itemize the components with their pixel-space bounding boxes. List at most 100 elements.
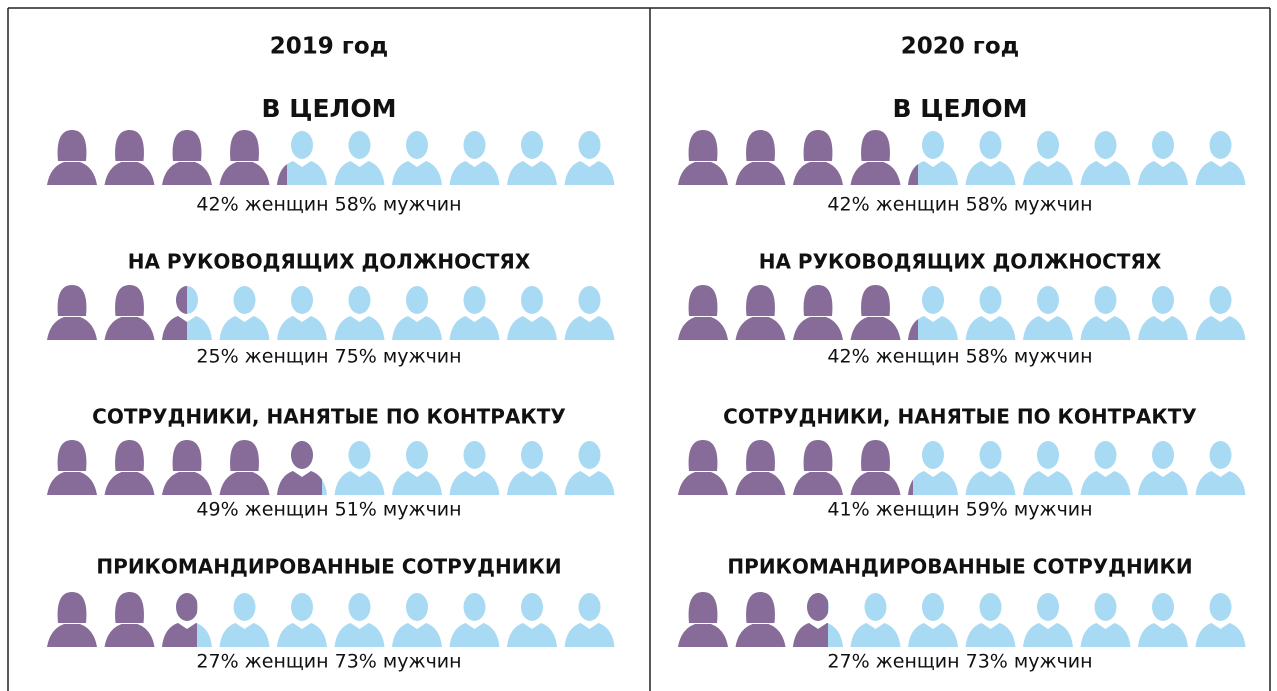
person-icon bbox=[277, 593, 327, 647]
row-label: СОТРУДНИКИ, НАНЯТЫЕ ПО КОНТРАКТУ bbox=[92, 405, 566, 429]
person-icon bbox=[47, 592, 97, 647]
row-label: НА РУКОВОДЯЩИХ ДОЛЖНОСТЯХ bbox=[128, 250, 531, 274]
man-icon bbox=[1195, 286, 1246, 340]
row-label: В ЦЕЛОМ bbox=[893, 94, 1028, 123]
man-icon bbox=[564, 286, 615, 340]
woman-icon bbox=[678, 592, 728, 647]
person-icon bbox=[678, 592, 728, 647]
woman-icon bbox=[104, 130, 155, 185]
person-icon bbox=[850, 130, 901, 185]
person-icon bbox=[392, 131, 442, 185]
row-caption: 42% женщин 58% мужчин bbox=[827, 346, 1092, 368]
man-icon bbox=[334, 441, 385, 495]
person-icon bbox=[965, 131, 1016, 185]
man-icon bbox=[1138, 441, 1188, 495]
man-icon bbox=[507, 286, 557, 340]
row-label: В ЦЕЛОМ bbox=[262, 94, 397, 123]
woman-icon bbox=[47, 440, 97, 495]
panel-title: 2020 год bbox=[901, 34, 1019, 60]
person-icon bbox=[1138, 593, 1188, 647]
person-icon bbox=[735, 130, 786, 185]
person-icon bbox=[564, 593, 615, 647]
person-icon bbox=[277, 131, 327, 185]
person-icon bbox=[564, 131, 615, 185]
woman-icon bbox=[47, 130, 97, 185]
woman-icon bbox=[47, 285, 97, 340]
row-caption: 42% женщин 58% мужчин bbox=[196, 194, 461, 216]
person-icon bbox=[850, 285, 901, 340]
person-icon bbox=[850, 440, 901, 495]
person-icon bbox=[277, 286, 327, 340]
man-icon bbox=[219, 286, 270, 340]
person-icon bbox=[104, 592, 155, 647]
man-icon bbox=[564, 441, 615, 495]
row-label: ПРИКОМАНДИРОВАННЫЕ СОТРУДНИКИ bbox=[727, 555, 1192, 579]
person-icon bbox=[1023, 441, 1073, 495]
person-icon bbox=[219, 130, 270, 185]
woman-icon bbox=[850, 285, 901, 340]
person-icon bbox=[47, 285, 97, 340]
man-icon bbox=[507, 131, 557, 185]
person-icon bbox=[392, 593, 442, 647]
man-icon bbox=[1195, 441, 1246, 495]
woman-icon bbox=[793, 130, 843, 185]
row-caption: 27% женщин 73% мужчин bbox=[196, 651, 461, 673]
man-icon bbox=[1080, 441, 1131, 495]
person-icon bbox=[219, 440, 270, 495]
man-icon bbox=[507, 441, 557, 495]
person-icon bbox=[965, 441, 1016, 495]
person-icon bbox=[965, 593, 1016, 647]
person-icon bbox=[1023, 286, 1073, 340]
woman-icon bbox=[162, 130, 212, 185]
woman-icon bbox=[735, 440, 786, 495]
woman-icon bbox=[850, 440, 901, 495]
woman-icon bbox=[678, 285, 728, 340]
person-icon bbox=[1080, 593, 1131, 647]
person-icon bbox=[219, 593, 270, 647]
person-icon bbox=[449, 131, 500, 185]
person-icon bbox=[564, 441, 615, 495]
row-caption: 25% женщин 75% мужчин bbox=[196, 346, 461, 368]
person-icon bbox=[334, 441, 385, 495]
man-icon bbox=[1195, 131, 1246, 185]
man-icon bbox=[392, 441, 442, 495]
panel-title: 2019 год bbox=[270, 34, 388, 60]
person-icon bbox=[793, 285, 843, 340]
person-icon bbox=[908, 131, 958, 185]
man-icon bbox=[277, 286, 327, 340]
woman-icon bbox=[162, 440, 212, 495]
man-icon bbox=[1080, 286, 1131, 340]
person-icon bbox=[162, 286, 212, 340]
person-icon bbox=[678, 440, 728, 495]
man-icon bbox=[1080, 593, 1131, 647]
person-icon bbox=[793, 130, 843, 185]
woman-icon bbox=[850, 130, 901, 185]
row-label: НА РУКОВОДЯЩИХ ДОЛЖНОСТЯХ bbox=[759, 250, 1162, 274]
person-icon bbox=[392, 441, 442, 495]
man-icon bbox=[1195, 593, 1246, 647]
person-icon bbox=[793, 440, 843, 495]
man-icon bbox=[965, 441, 1016, 495]
person-icon bbox=[507, 441, 557, 495]
person-icon bbox=[104, 130, 155, 185]
row-label: ПРИКОМАНДИРОВАННЫЕ СОТРУДНИКИ bbox=[96, 555, 561, 579]
man-icon bbox=[1023, 131, 1073, 185]
person-icon bbox=[449, 441, 500, 495]
man-icon bbox=[965, 286, 1016, 340]
man-icon bbox=[908, 441, 958, 495]
woman-icon bbox=[47, 592, 97, 647]
person-icon bbox=[1195, 593, 1246, 647]
person-icon bbox=[1023, 593, 1073, 647]
person-icon bbox=[1080, 441, 1131, 495]
person-icon bbox=[162, 440, 212, 495]
row-caption: 27% женщин 73% мужчин bbox=[827, 651, 1092, 673]
man-icon bbox=[507, 593, 557, 647]
person-icon bbox=[334, 286, 385, 340]
person-icon bbox=[908, 286, 958, 340]
woman-icon bbox=[678, 440, 728, 495]
woman-icon bbox=[735, 592, 786, 647]
man-icon bbox=[965, 131, 1016, 185]
person-icon bbox=[850, 593, 901, 647]
man-icon bbox=[908, 593, 958, 647]
